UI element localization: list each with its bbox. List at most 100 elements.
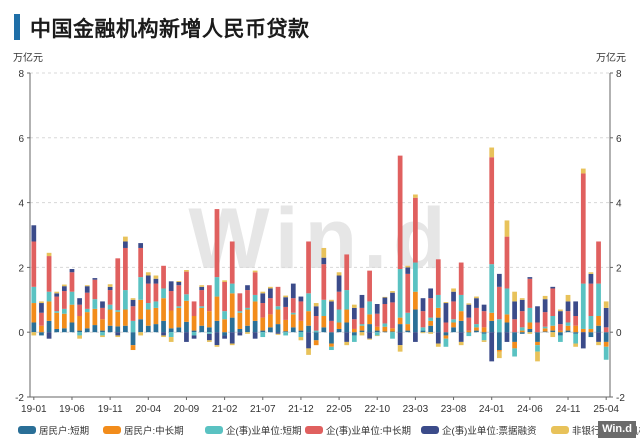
bar-segment — [329, 299, 334, 302]
bar-segment — [351, 319, 357, 329]
bar-segment — [420, 298, 426, 312]
x-tick-label: 20-09 — [174, 404, 200, 415]
bar-segment — [298, 330, 304, 333]
bar-segment — [191, 301, 197, 316]
bar-segment — [397, 317, 403, 325]
bar-segment — [31, 225, 37, 242]
bar-segment — [558, 311, 563, 325]
bar-segment — [512, 332, 517, 342]
bar-segment — [161, 320, 166, 333]
bar-segment — [435, 332, 441, 344]
bar-segment — [535, 306, 540, 323]
bar-segment — [527, 277, 533, 279]
y-tick-label-right: -2 — [616, 393, 625, 404]
bar-segment — [184, 271, 189, 295]
bar-segment — [565, 325, 571, 331]
bar-segment — [573, 301, 579, 316]
bar-segment — [107, 286, 113, 291]
bar-segment — [321, 264, 327, 300]
bar-segment — [466, 332, 472, 333]
bar-segment — [115, 311, 121, 327]
bar-segment — [443, 322, 449, 333]
bar-segment — [313, 332, 319, 341]
bar-segment — [184, 321, 189, 333]
bar-segment — [107, 309, 113, 326]
bar-segment — [237, 328, 243, 333]
bar-segment — [268, 288, 273, 299]
bar-segment — [115, 258, 121, 311]
bar-segment — [313, 306, 319, 316]
bar-segment — [466, 332, 472, 337]
bar-segment — [596, 283, 601, 316]
bar-segment — [275, 332, 281, 334]
bar-segment — [245, 325, 250, 333]
bar-segment — [527, 322, 533, 329]
bar-segment — [77, 335, 82, 339]
bar-segment — [489, 320, 495, 333]
bar-segment — [397, 345, 403, 352]
bar-segment — [359, 294, 365, 308]
bar-segment — [435, 343, 441, 347]
bar-segment — [512, 319, 517, 333]
bar-segment — [519, 299, 525, 312]
bar-segment — [138, 247, 144, 278]
legend-item[interactable]: 企(事)业单位:中长期 — [305, 423, 411, 437]
bar-segment — [588, 316, 594, 329]
bar-segment — [229, 317, 235, 333]
bar-segment — [588, 332, 594, 338]
bar-segment — [138, 243, 144, 248]
bar-segment — [443, 332, 449, 336]
bar-segment — [283, 306, 289, 320]
bar-segment — [489, 157, 495, 265]
bar-segment — [46, 320, 52, 333]
bar-segment — [504, 236, 510, 289]
bar-segment — [519, 332, 525, 334]
bar-segment — [298, 320, 304, 331]
bar-segment — [588, 328, 594, 333]
bar-segment — [100, 330, 105, 333]
bar-segment — [367, 314, 372, 325]
bar-segment — [61, 308, 67, 314]
bar-segment — [206, 311, 212, 328]
bar-segment — [214, 320, 220, 333]
bar-segment — [596, 316, 601, 326]
bar-segment — [603, 341, 609, 347]
bar-segment — [351, 304, 357, 308]
bar-segment — [344, 309, 350, 323]
bar-segment — [161, 332, 166, 336]
legend-item[interactable]: 居民户:短期 — [18, 423, 89, 437]
bar-segment — [397, 332, 403, 346]
bar-segment — [115, 335, 121, 338]
x-tick-label: 20-04 — [136, 404, 162, 415]
bar-segment — [39, 301, 44, 304]
bar-segment — [596, 341, 601, 346]
bar-segment — [46, 291, 52, 302]
bar-segment — [184, 269, 189, 272]
bar-segment — [573, 343, 579, 347]
x-tick-label: 21-07 — [250, 404, 276, 415]
bar-segment — [260, 293, 266, 304]
chart-title: 中国金融机构新增人民币贷款 — [30, 18, 310, 41]
bar-segment — [428, 317, 434, 321]
legend-label: 企(事)业单位:中长期 — [326, 426, 411, 437]
bar-segment — [367, 324, 372, 333]
bar-segment — [451, 291, 456, 302]
bar-segment — [206, 327, 212, 333]
bar-segment — [359, 325, 365, 331]
bar-segment — [290, 298, 296, 313]
legend-item[interactable]: 企(事)业单位:短期 — [205, 423, 301, 437]
bar-segment — [435, 317, 441, 333]
legend-item[interactable]: 企(事)业单位:票据融资 — [421, 423, 536, 437]
bar-segment — [84, 328, 90, 333]
bar-segment — [100, 301, 105, 308]
bar-segment — [390, 292, 395, 303]
legend-item[interactable]: 居民户:中长期 — [103, 423, 184, 437]
bar-segment — [107, 290, 113, 305]
bar-segment — [168, 337, 174, 342]
bar-segment — [31, 241, 37, 287]
bar-segment — [512, 291, 517, 302]
bar-segment — [344, 332, 350, 342]
bar-segment — [153, 324, 159, 333]
bar-segment — [489, 264, 495, 313]
watermark: Win.d — [188, 191, 451, 287]
